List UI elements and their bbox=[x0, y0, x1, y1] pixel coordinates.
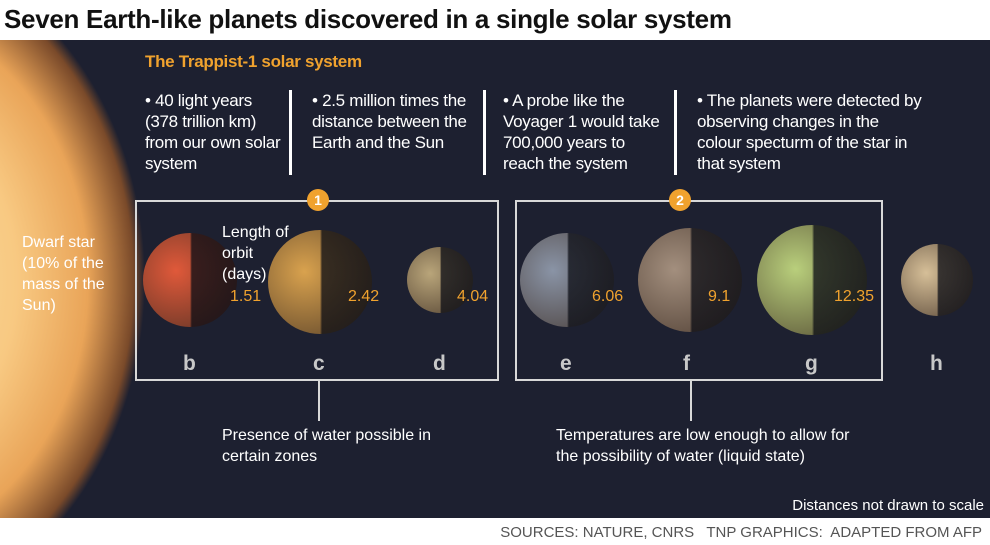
planet-b bbox=[143, 233, 237, 327]
orbit-days: 9.1 bbox=[708, 288, 731, 305]
planet-letter: h bbox=[930, 352, 943, 375]
group-1-badge: 1 bbox=[307, 189, 329, 211]
divider bbox=[674, 90, 677, 175]
divider bbox=[483, 90, 486, 175]
orbit-days: 2.42 bbox=[348, 288, 380, 305]
group-1-note: Presence of water possible in certain zo… bbox=[222, 427, 431, 465]
fact-multiplier: • 2.5 million times the distance between… bbox=[312, 91, 467, 152]
subtitle: The Trappist-1 solar system bbox=[145, 52, 362, 71]
headline: Seven Earth-like planets discovered in a… bbox=[4, 4, 732, 34]
fact-probe: • A probe like the Voyager 1 would take … bbox=[503, 91, 660, 173]
planet-d bbox=[407, 247, 473, 313]
group-2-note: Temperatures are low enough to allow for… bbox=[556, 427, 850, 465]
planet-letter: g bbox=[805, 352, 818, 375]
planet-letter: e bbox=[560, 352, 572, 375]
planet-f bbox=[638, 228, 742, 332]
orbit-days: 12.35 bbox=[834, 288, 875, 305]
group-2-box bbox=[515, 200, 883, 381]
fact-distance: • 40 light years (378 trillion km) from … bbox=[145, 91, 281, 173]
planet-letter: c bbox=[313, 352, 325, 375]
planet-e bbox=[520, 233, 614, 327]
planet-letter: f bbox=[683, 352, 690, 375]
scale-note: Distances not drawn to scale bbox=[792, 497, 984, 514]
orbit-days: 4.04 bbox=[457, 288, 489, 305]
group-2-connector bbox=[690, 381, 692, 421]
dwarf-star-image bbox=[0, 40, 150, 518]
orbit-label: Length of orbit (days) bbox=[222, 224, 289, 283]
sources: SOURCES: NATURE, CNRS TNP GRAPHICS: ADAP… bbox=[500, 524, 982, 541]
planet-c bbox=[268, 230, 372, 334]
orbit-days: 6.06 bbox=[592, 288, 624, 305]
planet-letter: d bbox=[433, 352, 446, 375]
planet-h bbox=[901, 244, 973, 316]
orbit-days: 1.51 bbox=[230, 288, 262, 305]
group-2-badge: 2 bbox=[669, 189, 691, 211]
planet-g bbox=[757, 225, 867, 335]
group-1-connector bbox=[318, 381, 320, 421]
divider bbox=[289, 90, 292, 175]
star-label: Dwarf star (10% of the mass of the Sun) bbox=[22, 234, 105, 314]
planet-letter: b bbox=[183, 352, 196, 375]
fact-detection: • The planets were detected by observing… bbox=[697, 91, 922, 173]
